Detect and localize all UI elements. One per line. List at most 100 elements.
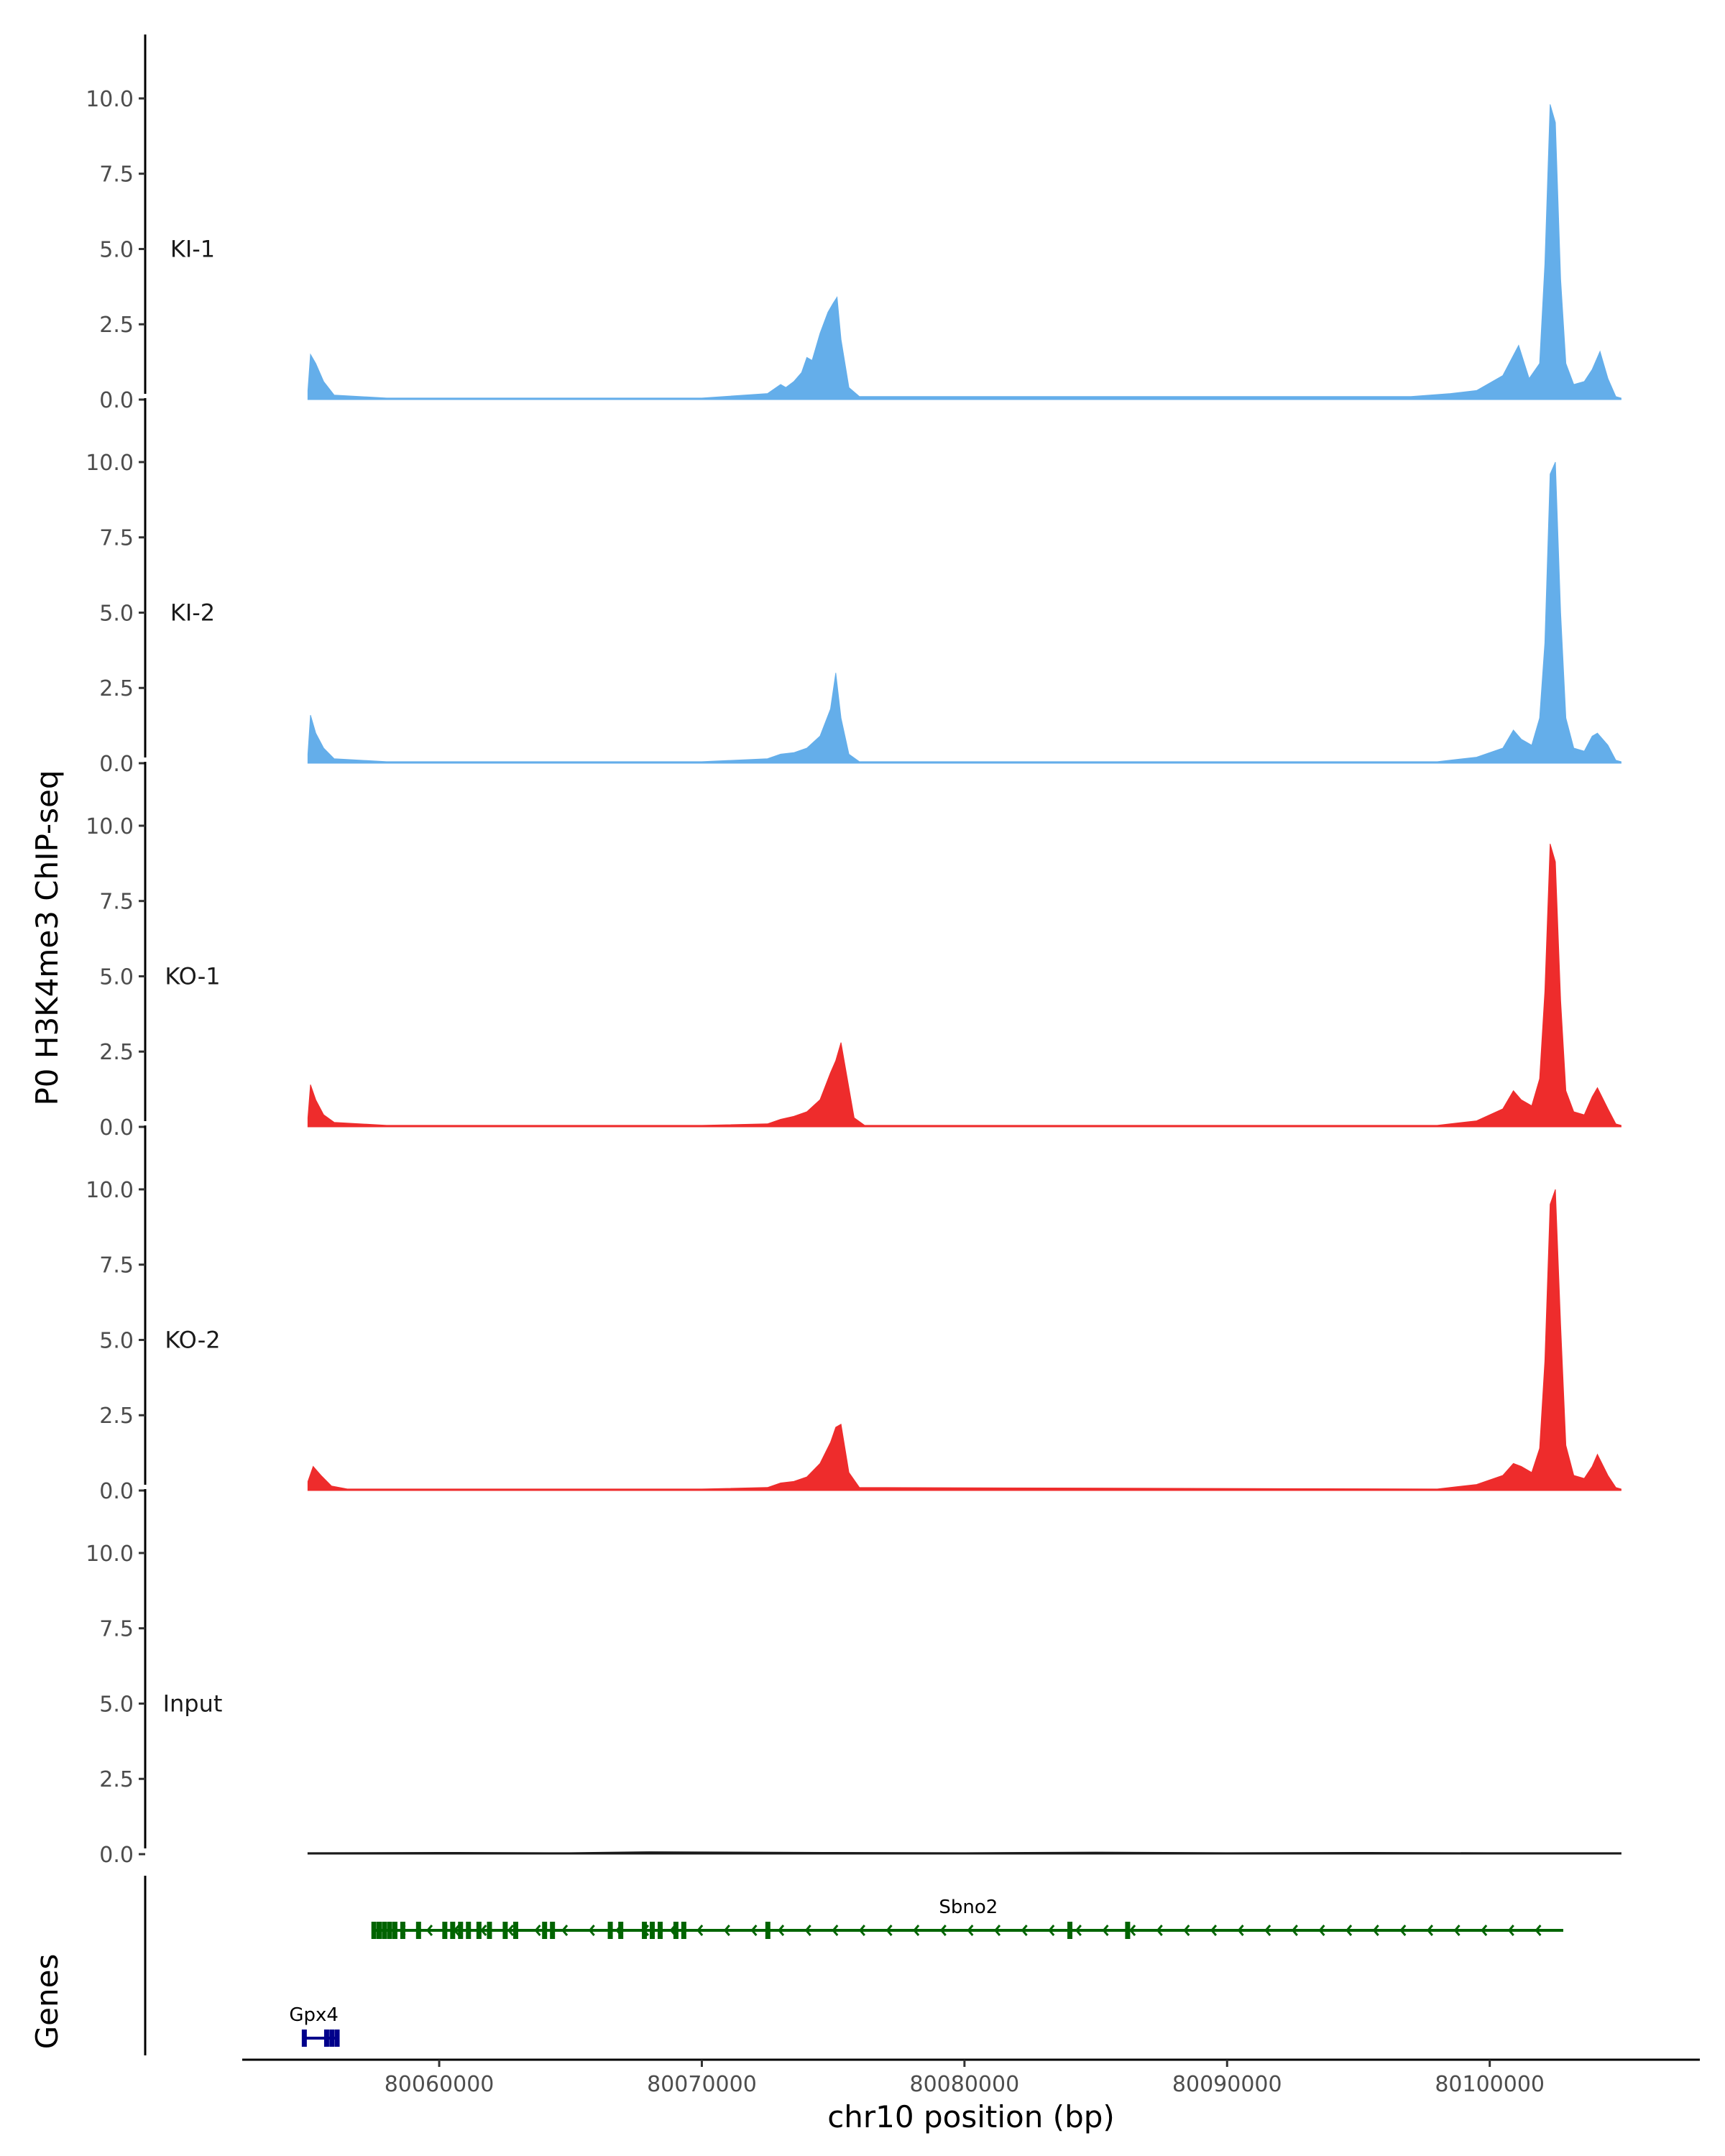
y-tick-label: 5.0 <box>99 601 134 626</box>
exon-mark <box>400 1922 405 1939</box>
track-label: KI-2 <box>170 599 215 626</box>
gene-label: Sbno2 <box>939 1897 998 1918</box>
track-ko-2: 0.0 2.5 5.0 7.5 10.0 KO-2 <box>86 1125 1622 1504</box>
strand-arrow <box>1264 1925 1271 1936</box>
exon-mark <box>681 1922 686 1939</box>
y-tick-label: 5.0 <box>99 964 134 990</box>
signal-area-ki-2 <box>307 461 1622 764</box>
strand-arrow <box>886 1925 893 1936</box>
exon-mark <box>334 2030 340 2047</box>
exon-mark <box>476 1922 482 1939</box>
strand-arrow <box>507 1925 514 1936</box>
y-tick-label: 7.5 <box>99 1617 134 1642</box>
y-tick-label: 7.5 <box>99 1253 134 1279</box>
exon-mark <box>1067 1922 1073 1939</box>
y-tick-label: 2.5 <box>99 1040 134 1065</box>
exon-mark <box>323 2030 329 2047</box>
y-axis-title: P0 H3K4me3 ChIP-seq <box>29 770 65 1105</box>
track-label: KI-1 <box>170 235 215 262</box>
y-tick-label: 0.0 <box>99 1479 134 1504</box>
y-tick-label: 0.0 <box>99 1115 134 1141</box>
track-ki-1: 0.0 2.5 5.0 7.5 10.0 KI-1 <box>86 34 1622 413</box>
x-axis-title: chr10 position (bp) <box>827 2099 1115 2134</box>
signal-area-ko-1 <box>307 843 1622 1128</box>
signal-area-ki-1 <box>307 104 1622 400</box>
y-tick-label: 0.0 <box>99 752 134 777</box>
strand-arrow <box>1237 1925 1244 1936</box>
y-tick-label: 7.5 <box>99 890 134 915</box>
exon-mark <box>301 2030 307 2047</box>
strand-arrow <box>696 1925 704 1936</box>
y-tick-label: 10.0 <box>86 451 134 476</box>
y-tick-label: 2.5 <box>99 1404 134 1429</box>
strand-arrow <box>480 1925 487 1936</box>
exon-mark <box>657 1922 663 1939</box>
exon-mark <box>387 1922 392 1939</box>
y-tick-label: 2.5 <box>99 676 134 701</box>
track-ko-1: 0.0 2.5 5.0 7.5 10.0 KO-1 <box>86 762 1622 1141</box>
strand-arrow <box>1210 1925 1218 1936</box>
y-tick-label: 7.5 <box>99 526 134 551</box>
x-tick-label: 80080000 <box>910 2072 1020 2097</box>
strand-arrow <box>1129 1925 1136 1936</box>
strand-arrow <box>561 1925 569 1936</box>
gene-gpx4: Gpx4 <box>289 2004 340 2047</box>
strand-arrow <box>1102 1925 1109 1936</box>
exon-mark <box>1125 1922 1131 1939</box>
strand-arrow <box>1453 1925 1460 1936</box>
exon-mark <box>371 1922 377 1939</box>
exon-mark <box>765 1922 770 1939</box>
exon-mark <box>450 1922 456 1939</box>
x-tick-label: 80060000 <box>385 2072 494 2097</box>
y-tick-label: 5.0 <box>99 1692 134 1717</box>
exon-mark <box>392 1922 397 1939</box>
exon-mark <box>618 1922 624 1939</box>
strand-arrow <box>993 1925 1001 1936</box>
exon-mark <box>513 1922 519 1939</box>
strand-arrow <box>1481 1925 1488 1936</box>
y-tick-label: 5.0 <box>99 237 134 262</box>
y-tick-label: 2.5 <box>99 313 134 338</box>
strand-arrow <box>913 1925 920 1936</box>
exon-mark <box>458 1922 464 1939</box>
strand-arrow <box>426 1925 433 1936</box>
exon-mark <box>607 1922 613 1939</box>
strand-arrow <box>1156 1925 1163 1936</box>
track-label: KO-2 <box>165 1326 220 1353</box>
strand-arrow <box>1346 1925 1353 1936</box>
exon-mark <box>442 1922 448 1939</box>
signal-area-ko-2 <box>307 1189 1622 1491</box>
y-tick-label: 10.0 <box>86 1178 134 1203</box>
genes-axis-title: Genes <box>29 1954 65 2050</box>
strand-arrow <box>858 1925 866 1936</box>
strand-arrow <box>1507 1925 1514 1936</box>
strand-arrow <box>1183 1925 1190 1936</box>
strand-arrow <box>804 1925 811 1936</box>
strand-arrow <box>1291 1925 1298 1936</box>
strand-arrow <box>967 1925 974 1936</box>
x-tick-label: 80100000 <box>1435 2072 1545 2097</box>
y-tick-label: 10.0 <box>86 1542 134 1567</box>
x-axis: 80060000 80070000 80080000 80090000 80100000 <box>242 2058 1700 2097</box>
exon-mark <box>382 1922 387 1939</box>
strand-arrow <box>534 1925 541 1936</box>
x-tick-label: 80070000 <box>647 2072 757 2097</box>
gene-label: Gpx4 <box>289 2004 339 2026</box>
track-label: Input <box>163 1690 223 1717</box>
y-tick-label: 0.0 <box>99 388 134 413</box>
strand-arrow <box>832 1925 839 1936</box>
strand-arrow <box>1318 1925 1325 1936</box>
track-ki-2: 0.0 2.5 5.0 7.5 10.0 KI-2 <box>86 398 1622 777</box>
strand-arrow <box>778 1925 785 1936</box>
exon-mark <box>550 1922 556 1939</box>
strand-arrow <box>750 1925 758 1936</box>
exon-mark <box>329 2030 335 2047</box>
strand-arrow <box>1372 1925 1379 1936</box>
track-label: KO-1 <box>165 962 220 990</box>
strand-arrow <box>1399 1925 1407 1936</box>
y-tick-label: 0.0 <box>99 1843 134 1868</box>
y-tick-label: 5.0 <box>99 1328 134 1353</box>
tracks-group: 0.0 2.5 5.0 7.5 10.0 KI-1 0.0 2.5 5.0 7.5 10.0 KI-2… <box>86 34 1622 1868</box>
strand-arrow <box>1048 1925 1055 1936</box>
